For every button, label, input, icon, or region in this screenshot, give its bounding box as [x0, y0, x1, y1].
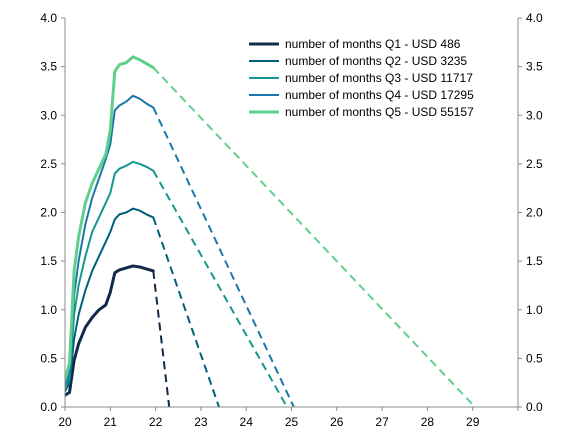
x-tick-label: 27	[375, 415, 389, 429]
series-q4-line	[65, 94, 155, 387]
x-tick-label: 24	[240, 415, 254, 429]
y-tick-label-right: 2.0	[526, 206, 543, 220]
y-tick-label-right: 3.5	[526, 60, 543, 74]
series-q2-dashed-line	[152, 217, 220, 407]
y-tick-label-left: 1.5	[40, 254, 57, 268]
y-tick-label-left: 1.0	[40, 303, 57, 317]
y-tick-label-left: 2.0	[40, 206, 57, 220]
y-tick-label-left: 0.0	[40, 400, 57, 414]
x-tick-label: 29	[466, 415, 480, 429]
x-tick-label: 23	[194, 415, 208, 429]
axes: 0.0 0.5 1.0 1.5 2.0 2.5 3.0 3.5 4.0 0.0 0.5 1.0 1.5 2…	[40, 11, 543, 429]
series-q2-line	[65, 207, 155, 393]
legend-label-q2: number of months Q2 - USD 3235	[285, 54, 467, 68]
series-q5-line	[65, 55, 155, 382]
series-q3-line	[65, 160, 155, 391]
legend: number of months Q1 - USD 486 number of m…	[249, 37, 474, 119]
y-tick-label-left: 3.0	[40, 108, 57, 122]
series-q1-line	[65, 264, 155, 397]
legend-label-q4: number of months Q4 - USD 17295	[285, 88, 474, 102]
y-tick-label-right: 2.5	[526, 157, 543, 171]
y-tick-label-left: 3.5	[40, 60, 57, 74]
y-tick-label-left: 2.5	[40, 157, 57, 171]
x-tick-label: 26	[330, 415, 344, 429]
legend-label-q5: number of months Q5 - USD 55157	[285, 105, 474, 119]
series-q4-dashed-line	[152, 107, 295, 407]
y-tick-label-right: 1.0	[526, 303, 543, 317]
x-tick-label: 25	[285, 415, 299, 429]
y-tick-label-right: 3.0	[526, 108, 543, 122]
legend-label-q1: number of months Q1 - USD 486	[285, 37, 461, 51]
x-tick-label: 20	[58, 415, 72, 429]
legend-label-q3: number of months Q3 - USD 11717	[285, 71, 473, 85]
y-tick-label-right: 1.5	[526, 254, 543, 268]
y-tick-label-right: 4.0	[526, 11, 543, 25]
plot-area	[65, 55, 476, 407]
y-tick-label-left: 0.5	[40, 351, 57, 365]
series-q1-dashed-line	[152, 270, 171, 407]
series-q3-dashed-line	[152, 170, 288, 407]
x-tick-label: 21	[104, 415, 118, 429]
x-tick-label: 28	[421, 415, 435, 429]
y-tick-label-right: 0.5	[526, 351, 543, 365]
y-tick-label-right: 0.0	[526, 400, 543, 414]
x-tick-label: 22	[149, 415, 163, 429]
y-tick-label-left: 4.0	[40, 11, 57, 25]
